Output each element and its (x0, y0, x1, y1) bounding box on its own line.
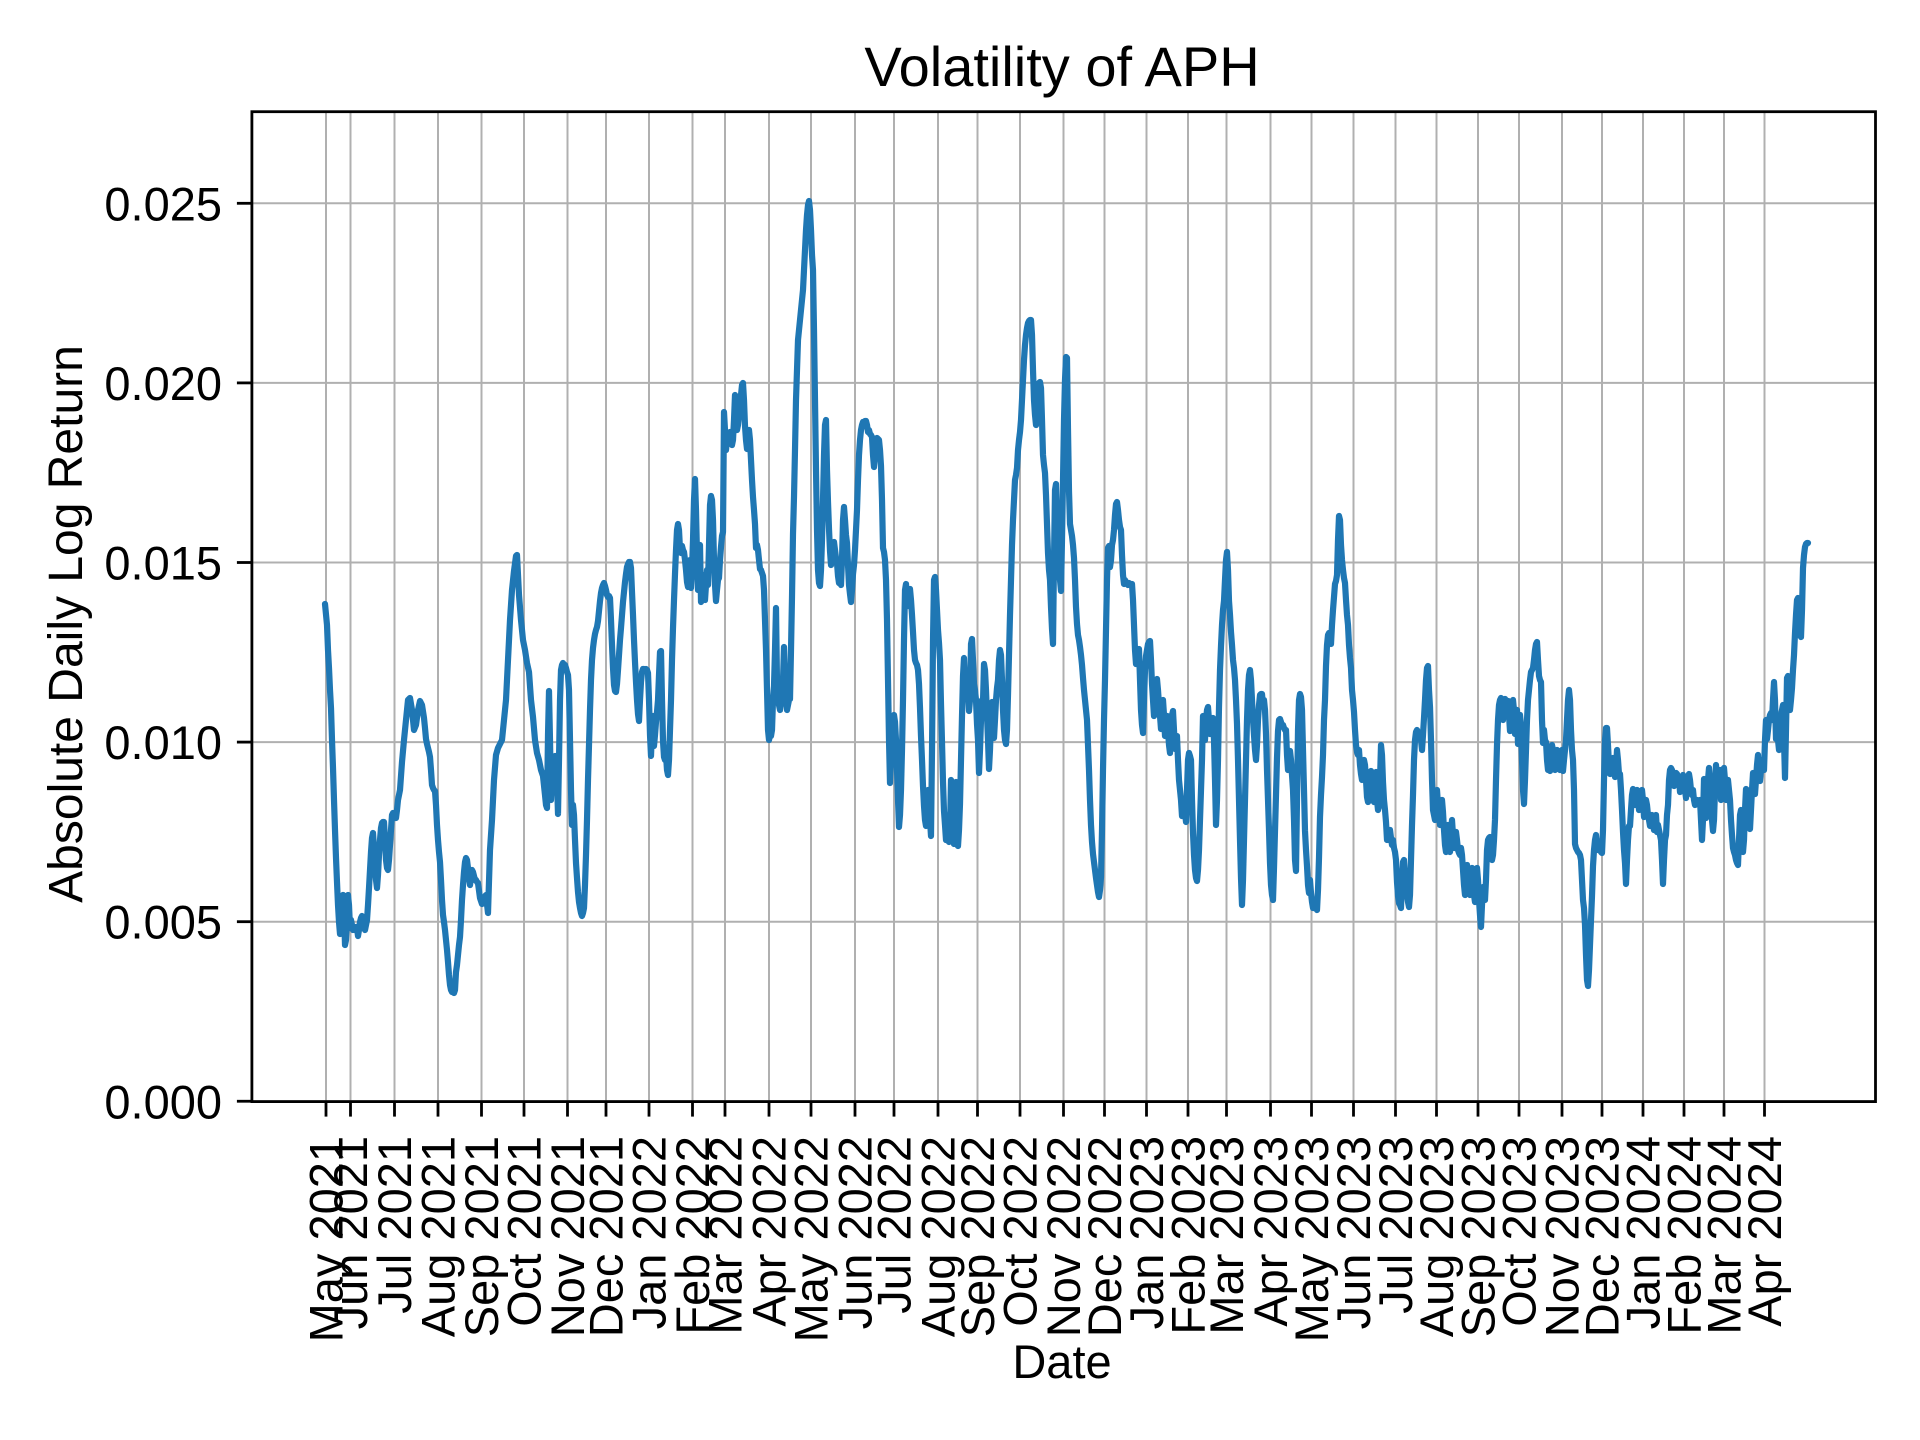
svg-text:Dec 2023: Dec 2023 (1576, 1136, 1629, 1337)
svg-text:Feb 2024: Feb 2024 (1658, 1136, 1711, 1335)
svg-text:Sep 2022: Sep 2022 (951, 1136, 1004, 1337)
svg-text:Jan 2022: Jan 2022 (623, 1136, 676, 1329)
svg-text:Volatility of APH: Volatility of APH (864, 35, 1259, 98)
svg-text:Oct 2022: Oct 2022 (994, 1136, 1047, 1327)
svg-text:Jul 2023: Jul 2023 (1369, 1136, 1422, 1314)
svg-text:Feb 2023: Feb 2023 (1162, 1136, 1215, 1335)
svg-text:Aug 2021: Aug 2021 (412, 1136, 465, 1337)
svg-text:Feb 2022: Feb 2022 (666, 1136, 719, 1335)
svg-text:0.015: 0.015 (104, 537, 222, 590)
svg-text:May 2022: May 2022 (785, 1136, 838, 1342)
svg-text:Sep 2023: Sep 2023 (1452, 1136, 1505, 1337)
svg-text:Oct 2023: Oct 2023 (1493, 1136, 1546, 1327)
svg-text:0.005: 0.005 (104, 896, 222, 949)
svg-text:Jun 2022: Jun 2022 (829, 1136, 882, 1329)
svg-text:Dec 2021: Dec 2021 (580, 1136, 633, 1337)
svg-text:0.000: 0.000 (104, 1075, 222, 1128)
svg-text:Oct 2021: Oct 2021 (498, 1136, 551, 1327)
svg-text:0.025: 0.025 (104, 177, 222, 230)
svg-text:Sep 2021: Sep 2021 (455, 1136, 508, 1337)
svg-text:Date: Date (1012, 1335, 1111, 1388)
svg-text:Mar 2022: Mar 2022 (699, 1136, 752, 1335)
svg-text:May 2023: May 2023 (1285, 1136, 1338, 1342)
svg-text:Jan 2023: Jan 2023 (1120, 1136, 1173, 1329)
svg-text:Nov 2022: Nov 2022 (1037, 1136, 1090, 1337)
svg-text:Nov 2023: Nov 2023 (1536, 1136, 1589, 1337)
svg-text:Apr 2024: Apr 2024 (1738, 1136, 1791, 1327)
svg-text:Dec 2022: Dec 2022 (1078, 1136, 1131, 1337)
svg-text:Nov 2021: Nov 2021 (541, 1136, 594, 1337)
svg-text:Apr 2023: Apr 2023 (1244, 1136, 1297, 1327)
svg-text:Apr 2022: Apr 2022 (743, 1136, 796, 1327)
svg-text:Absolute Daily Log Return: Absolute Daily Log Return (40, 345, 93, 903)
svg-text:Mar 2023: Mar 2023 (1200, 1136, 1253, 1335)
svg-text:Jun 2021: Jun 2021 (324, 1136, 377, 1329)
svg-text:Aug 2022: Aug 2022 (912, 1136, 965, 1337)
svg-text:Jun 2023: Jun 2023 (1327, 1136, 1380, 1329)
svg-text:Aug 2023: Aug 2023 (1410, 1136, 1463, 1337)
svg-text:Jan 2024: Jan 2024 (1617, 1136, 1670, 1329)
svg-text:Jul 2021: Jul 2021 (368, 1136, 421, 1314)
svg-text:0.010: 0.010 (104, 716, 222, 769)
svg-text:0.020: 0.020 (104, 357, 222, 410)
svg-text:May 2021: May 2021 (300, 1136, 353, 1342)
svg-text:Jul 2022: Jul 2022 (868, 1136, 921, 1314)
svg-text:Mar 2024: Mar 2024 (1698, 1136, 1751, 1335)
